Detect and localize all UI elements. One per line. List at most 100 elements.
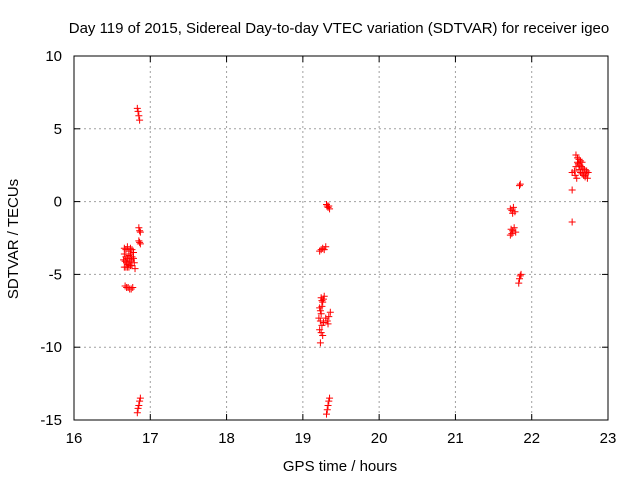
data-point: [508, 206, 516, 214]
data-point: [510, 224, 518, 232]
data-point: [323, 317, 331, 325]
x-tick-label: 21: [447, 430, 464, 447]
data-point: [316, 317, 324, 325]
data-point: [126, 257, 134, 265]
data-point: [316, 307, 324, 315]
data-point: [319, 298, 327, 306]
data-point: [573, 174, 581, 182]
data-point: [135, 224, 143, 232]
data-point: [506, 231, 514, 239]
data-point: [323, 406, 331, 414]
data-point: [575, 155, 583, 163]
axis-ticks: [73, 55, 609, 421]
plot-frame: [73, 55, 609, 421]
data-point: [319, 332, 327, 340]
data-point: [320, 292, 328, 300]
data-point: [131, 265, 139, 273]
data-point: [125, 263, 133, 271]
data-point: [136, 227, 144, 235]
data-point: [317, 329, 325, 337]
data-point: [580, 166, 588, 174]
data-point: [128, 253, 136, 261]
data-point: [577, 168, 585, 176]
data-point: [136, 394, 144, 402]
data-point: [135, 237, 143, 245]
data-point: [583, 174, 591, 182]
data-point: [516, 180, 524, 188]
data-point: [315, 314, 323, 322]
data-point: [316, 326, 324, 334]
data-point: [323, 410, 331, 418]
data-point: [136, 238, 144, 246]
data-point: [318, 321, 326, 329]
data-point: [509, 209, 517, 217]
data-point: [317, 310, 325, 318]
data-point: [325, 397, 333, 405]
data-point: [126, 250, 134, 258]
y-tick-label: -5: [49, 266, 62, 283]
data-point: [130, 254, 138, 262]
data-point: [577, 157, 585, 165]
data-point: [509, 227, 517, 235]
data-point: [122, 246, 130, 254]
tick-labels: 16 17 18 19 20 21 22 23 -15 -10 -5 0 5 10: [40, 48, 616, 447]
data-point: [568, 186, 576, 194]
data-point: [123, 243, 131, 251]
data-point: [121, 282, 129, 290]
data-point: [508, 230, 516, 238]
y-tick-label: 5: [54, 121, 62, 138]
x-tick-label: 16: [66, 430, 83, 447]
x-tick-label: 19: [295, 430, 312, 447]
data-point: [324, 401, 332, 409]
data-point: [136, 240, 144, 248]
data-point: [584, 168, 592, 176]
data-point: [506, 205, 514, 213]
data-points: [120, 104, 592, 418]
x-tick-label: 17: [142, 430, 159, 447]
data-point: [136, 228, 144, 236]
data-point: [512, 228, 520, 236]
y-tick-label: 10: [45, 48, 62, 65]
data-point: [516, 272, 524, 280]
data-point: [516, 275, 524, 283]
data-point: [136, 397, 144, 405]
data-point: [568, 218, 576, 226]
data-point: [316, 339, 324, 347]
x-axis-label: GPS time / hours: [283, 458, 397, 475]
data-point: [322, 243, 330, 251]
data-point: [325, 202, 333, 210]
data-point: [517, 270, 525, 278]
data-point: [320, 246, 328, 254]
data-point: [136, 116, 144, 124]
chart-title: Day 119 of 2015, Sidereal Day-to-day VTE…: [69, 20, 610, 37]
data-point: [571, 171, 579, 179]
data-point: [133, 409, 141, 417]
data-point: [319, 244, 327, 252]
data-point: [135, 401, 143, 409]
y-axis-label: SDTVAR / TECUs: [5, 179, 22, 299]
data-point: [326, 205, 334, 213]
data-point: [578, 158, 586, 166]
data-point: [120, 256, 128, 264]
data-point: [325, 313, 333, 321]
grid: [74, 56, 608, 420]
x-tick-label: 22: [523, 430, 540, 447]
y-tick-label: -10: [40, 339, 62, 356]
data-point: [570, 167, 578, 175]
data-point: [128, 246, 136, 254]
data-point: [572, 151, 580, 159]
data-point: [134, 404, 142, 412]
data-point: [130, 259, 138, 267]
data-point: [577, 163, 585, 171]
data-point: [515, 279, 523, 287]
y-tick-label: -15: [40, 412, 62, 429]
data-point: [324, 320, 332, 328]
data-point: [326, 308, 334, 316]
data-point: [319, 318, 327, 326]
x-tick-label: 18: [218, 430, 235, 447]
data-point: [507, 225, 515, 233]
data-point: [318, 302, 326, 310]
data-point: [573, 154, 581, 162]
data-point: [133, 104, 141, 112]
